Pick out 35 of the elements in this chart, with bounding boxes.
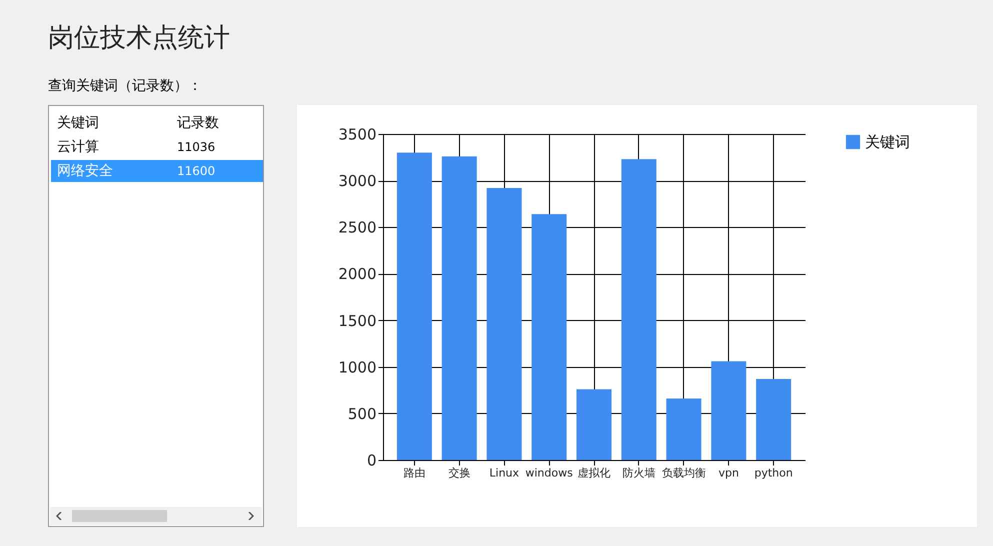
x-tick-label: 交换 <box>448 466 470 480</box>
legend-label: 关键词 <box>865 133 910 151</box>
x-tick-label: Linux <box>489 466 520 480</box>
x-tick-label: vpn <box>718 466 739 480</box>
x-tick-label: 虚拟化 <box>578 466 610 480</box>
y-tick-label: 1500 <box>338 312 376 330</box>
x-tick-label: windows <box>525 466 574 480</box>
text: 11036 <box>177 139 216 156</box>
text: 11600 <box>177 163 216 180</box>
y-tick-label: 3500 <box>338 126 376 144</box>
bar <box>442 156 477 460</box>
bar <box>396 152 432 460</box>
y-tick-label: 3000 <box>338 172 376 190</box>
bar <box>621 159 656 460</box>
text: 关键词 <box>57 114 99 133</box>
y-tick-label: 0 <box>366 452 376 470</box>
x-tick-label: 负载均衡 <box>662 466 706 480</box>
y-tick-label: 2500 <box>338 218 376 237</box>
text: 记录数 <box>177 114 219 133</box>
bar <box>532 214 567 460</box>
text: 查询关键词（记录数）： <box>48 77 202 95</box>
text: 云计算 <box>57 138 99 157</box>
y-tick-label: 2000 <box>338 265 376 284</box>
x-tick-label: 路由 <box>403 466 426 480</box>
x-tick-label: python <box>754 466 793 480</box>
y-tick-label: 500 <box>348 404 376 423</box>
bar <box>486 188 522 460</box>
bar <box>576 389 612 460</box>
y-tick-label: 1000 <box>338 358 376 376</box>
bar <box>711 361 746 460</box>
x-tick-label: 防火墙 <box>622 466 656 480</box>
bar <box>756 378 792 460</box>
bar <box>666 398 702 460</box>
text: 岗位技术点统计 <box>48 22 230 55</box>
text: 网络安全 <box>57 162 113 181</box>
